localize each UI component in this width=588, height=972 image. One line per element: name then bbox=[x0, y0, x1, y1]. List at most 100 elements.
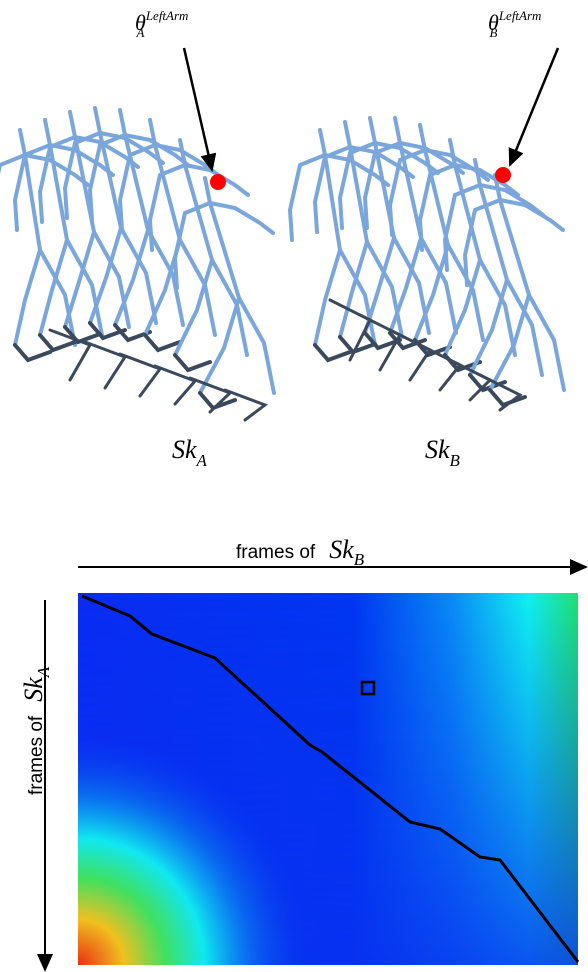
skeleton-sequences bbox=[0, 106, 566, 422]
bone bbox=[488, 388, 527, 408]
bone bbox=[172, 201, 212, 290]
bone bbox=[363, 331, 402, 351]
bone bbox=[113, 323, 152, 343]
bone bbox=[318, 128, 342, 252]
bone bbox=[498, 198, 565, 232]
bone bbox=[113, 228, 150, 327]
symbol: θ bbox=[135, 10, 146, 35]
bone bbox=[419, 236, 458, 335]
bone bbox=[387, 148, 427, 237]
bone bbox=[210, 258, 249, 357]
sub: B bbox=[354, 550, 365, 569]
bone bbox=[62, 131, 102, 220]
sub: A bbox=[196, 451, 208, 470]
bone bbox=[13, 248, 42, 347]
x-axis-label: frames of SkB bbox=[236, 535, 365, 569]
bone bbox=[148, 118, 182, 242]
bone bbox=[442, 183, 482, 272]
bone bbox=[173, 258, 214, 357]
symbol: θ bbox=[488, 10, 499, 35]
bone bbox=[237, 296, 276, 395]
bone bbox=[337, 141, 377, 230]
bone bbox=[393, 116, 423, 240]
bone bbox=[505, 278, 544, 377]
name: Sk bbox=[19, 677, 48, 702]
bone bbox=[208, 201, 275, 235]
joint-marker bbox=[495, 167, 511, 183]
bone bbox=[313, 343, 352, 363]
bone bbox=[65, 238, 104, 337]
sub: A bbox=[135, 25, 144, 40]
arrow bbox=[508, 47, 560, 167]
sk-a-label: SkA bbox=[172, 435, 208, 470]
bone bbox=[343, 120, 369, 244]
bone bbox=[338, 248, 377, 347]
prefix: frames of bbox=[236, 542, 316, 563]
bone bbox=[488, 293, 531, 392]
joint-marker bbox=[210, 174, 226, 190]
bone bbox=[119, 226, 158, 325]
bone bbox=[478, 258, 517, 357]
bone bbox=[12, 143, 52, 232]
bone bbox=[92, 230, 131, 329]
bone bbox=[38, 333, 77, 353]
bone bbox=[423, 148, 490, 182]
cell-marker bbox=[360, 680, 376, 696]
bone bbox=[527, 293, 566, 392]
bone bbox=[223, 388, 269, 422]
bone bbox=[83, 340, 128, 390]
bone bbox=[48, 328, 93, 382]
arrow bbox=[182, 47, 217, 172]
bone bbox=[23, 153, 90, 187]
bone bbox=[443, 258, 482, 357]
bone bbox=[88, 321, 127, 341]
bone bbox=[43, 118, 69, 242]
bone bbox=[363, 236, 396, 335]
sub: B bbox=[489, 25, 497, 40]
bone bbox=[478, 373, 523, 412]
bone bbox=[418, 123, 450, 247]
bone bbox=[413, 243, 450, 342]
warping-path bbox=[81, 594, 580, 963]
bone bbox=[0, 153, 27, 175]
bone bbox=[87, 133, 127, 222]
bone bbox=[13, 343, 52, 363]
bone bbox=[362, 141, 402, 230]
cost-matrix bbox=[78, 593, 580, 965]
theta-b-label: θLeftArm B bbox=[488, 8, 541, 40]
bone bbox=[365, 240, 404, 339]
sup: LeftArm bbox=[498, 8, 542, 23]
y-axis-label: frames of SkA bbox=[19, 666, 53, 795]
bone bbox=[146, 228, 185, 327]
bone bbox=[173, 353, 212, 373]
bone bbox=[313, 248, 342, 347]
bone bbox=[63, 230, 96, 329]
prefix: frames of bbox=[26, 715, 47, 795]
theta-a-label: θLeftArm A bbox=[135, 8, 188, 40]
name: Sk bbox=[425, 435, 450, 464]
name: Sk bbox=[329, 535, 354, 564]
bone bbox=[312, 145, 352, 234]
bone bbox=[287, 153, 327, 242]
bone bbox=[38, 238, 69, 337]
bone bbox=[147, 163, 187, 252]
sk-b-label: SkB bbox=[425, 435, 461, 470]
bone bbox=[118, 108, 150, 232]
bone bbox=[462, 198, 502, 287]
bone bbox=[453, 163, 520, 197]
bone bbox=[198, 296, 241, 395]
bone bbox=[143, 333, 182, 353]
bone bbox=[338, 240, 369, 339]
sub: B bbox=[450, 451, 461, 470]
bone bbox=[37, 135, 77, 224]
bone bbox=[417, 163, 457, 252]
bone bbox=[18, 128, 42, 252]
bone bbox=[468, 278, 509, 377]
bone bbox=[93, 106, 123, 230]
name: Sk bbox=[172, 435, 197, 464]
bone bbox=[388, 236, 423, 335]
bone bbox=[38, 248, 77, 347]
bone bbox=[88, 226, 123, 325]
bone bbox=[118, 352, 163, 398]
